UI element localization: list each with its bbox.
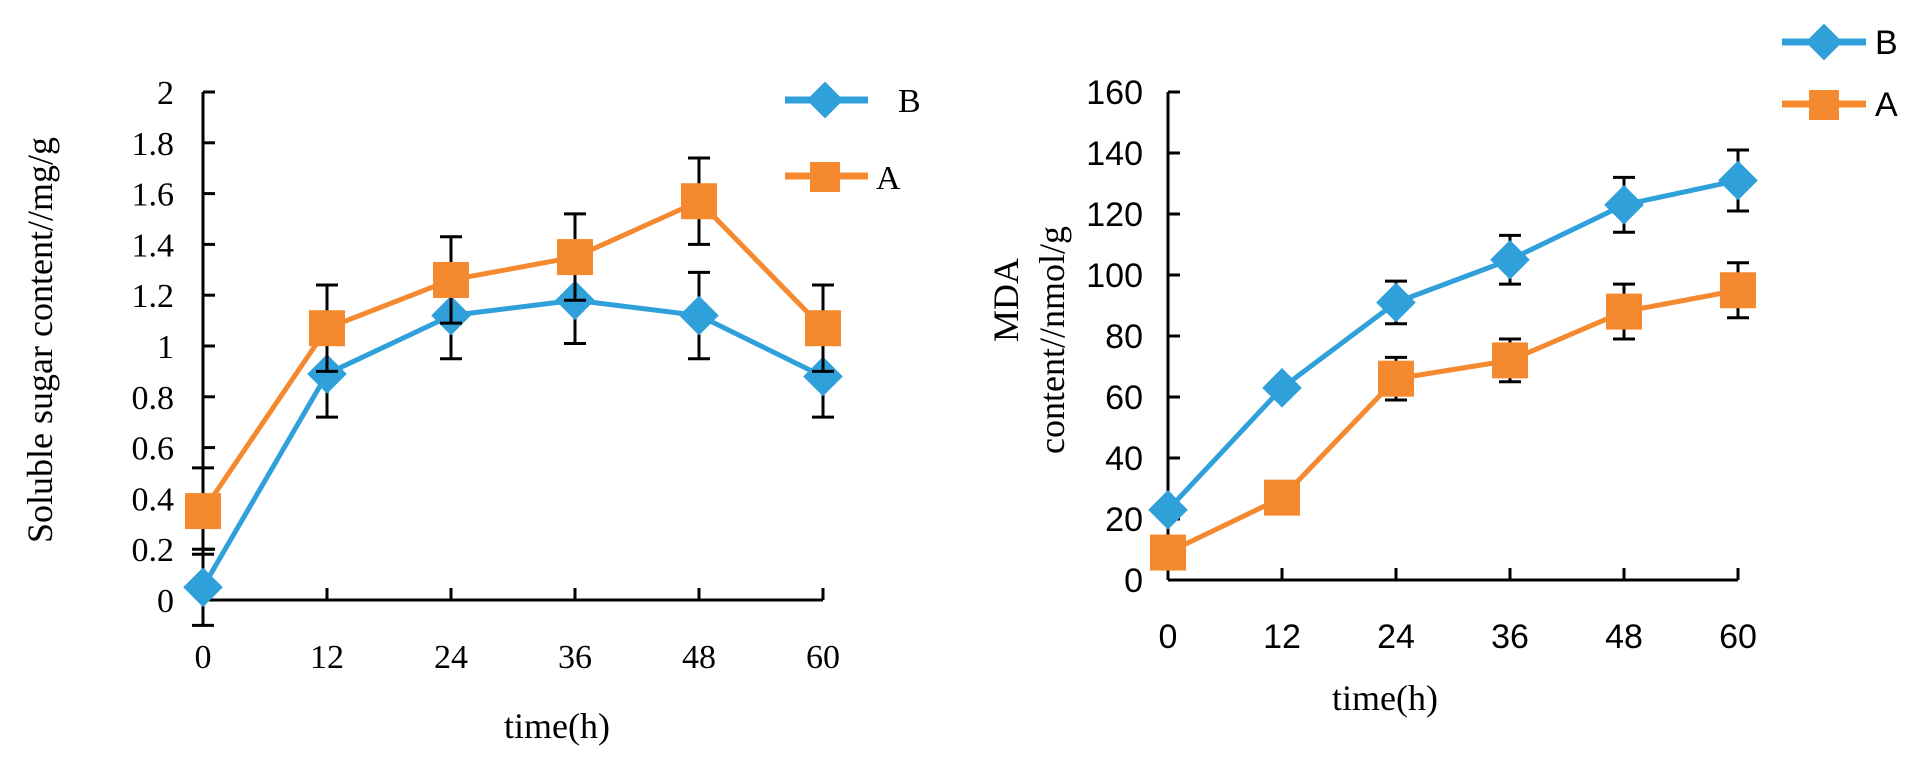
y-axis: 0 0.2 0.4 0.6 0.8 1 1.2 1.4 1.6 1.8 2 xyxy=(132,75,215,620)
legend: B A xyxy=(785,81,921,197)
data-point-b xyxy=(1604,185,1644,225)
y-tick-label: 0.4 xyxy=(132,481,175,518)
y-tick-label: 2 xyxy=(157,75,174,112)
y-tick-label: 0 xyxy=(157,583,174,620)
y-tick-label: 0.8 xyxy=(132,380,175,417)
x-tick-label: 24 xyxy=(1377,618,1415,656)
y-tick-label: 0.2 xyxy=(132,532,175,569)
series-line-b xyxy=(1166,178,1739,512)
y-axis-title-line-1: MDA xyxy=(986,258,1026,342)
x-tick-label: 60 xyxy=(806,639,840,676)
y-tick-label: 140 xyxy=(1086,135,1143,173)
x-axis: 0 12 24 36 48 60 xyxy=(1159,568,1757,656)
y-axis-title: Soluble sugar content//mg/g xyxy=(20,137,60,543)
legend-item-a: A xyxy=(785,160,901,197)
x-tick-label: 24 xyxy=(434,639,468,676)
data-point-a xyxy=(1720,272,1756,309)
y-tick-label: 1.6 xyxy=(132,177,175,214)
y-tick-label: 80 xyxy=(1105,318,1143,356)
series-a xyxy=(1150,261,1756,571)
y-tick-label: 1.8 xyxy=(132,126,175,163)
y-axis: 0 20 40 60 80 100 120 140 160 xyxy=(1086,74,1180,600)
series-a xyxy=(185,156,841,556)
data-point-b xyxy=(1376,282,1416,323)
series-line-a xyxy=(1166,287,1739,555)
data-point-a xyxy=(1150,534,1186,571)
y-tick-label: 160 xyxy=(1086,74,1143,112)
legend-item-b: B xyxy=(1782,23,1898,62)
legend-label-a: A xyxy=(1875,86,1898,124)
y-tick-label: 1 xyxy=(157,329,174,366)
x-tick-label: 12 xyxy=(1263,618,1301,656)
y-axis-title-line-2: content//nmol/g xyxy=(1032,226,1072,454)
data-point-b xyxy=(1718,160,1758,201)
legend-label-b: B xyxy=(1875,24,1898,62)
legend-marker-diamond xyxy=(1805,23,1843,61)
data-point-b xyxy=(803,356,843,397)
data-point-a xyxy=(557,239,593,276)
legend-marker-diamond xyxy=(806,81,844,119)
data-point-a xyxy=(185,493,221,530)
legend-item-b: B xyxy=(785,81,921,120)
x-tick-label: 60 xyxy=(1719,618,1757,656)
data-point-a xyxy=(1264,479,1300,516)
series-b xyxy=(1148,148,1758,530)
data-point-a xyxy=(681,183,717,220)
y-tick-label: 1.4 xyxy=(132,227,175,264)
legend-label-a: A xyxy=(876,160,901,197)
x-tick-label: 0 xyxy=(195,639,212,676)
y-tick-label: 20 xyxy=(1105,501,1143,539)
data-point-b xyxy=(307,354,347,394)
x-axis-title: time(h) xyxy=(1332,678,1438,718)
data-point-b xyxy=(183,567,223,608)
y-tick-label: 100 xyxy=(1086,257,1143,295)
y-tick-label: 1.2 xyxy=(132,278,175,315)
data-point-a xyxy=(805,310,841,347)
x-axis: 0 12 24 36 48 60 xyxy=(195,588,840,676)
data-point-a xyxy=(309,310,345,347)
data-point-a xyxy=(1378,360,1414,397)
data-point-b xyxy=(679,295,719,336)
x-axis-title: time(h) xyxy=(504,706,610,746)
legend: B A xyxy=(1782,23,1898,124)
y-tick-label: 60 xyxy=(1105,379,1143,417)
x-tick-label: 48 xyxy=(1605,618,1643,656)
x-tick-label: 48 xyxy=(682,639,716,676)
legend-marker-square xyxy=(1809,90,1839,120)
data-point-a xyxy=(433,261,469,298)
x-tick-label: 0 xyxy=(1159,618,1178,656)
y-tick-label: 40 xyxy=(1105,440,1143,478)
x-tick-label: 12 xyxy=(310,639,344,676)
legend-label-b: B xyxy=(898,83,921,120)
y-tick-label: 0 xyxy=(1124,562,1143,600)
series-b xyxy=(183,255,843,627)
mda-chart: 0 20 40 60 80 100 120 140 160 0 12 24 36 48 60 MDA co… xyxy=(986,23,1898,718)
soluble-sugar-chart: 00.20.40.60.811.21.41.61.82 0 12 24 36 48 60 … xyxy=(20,75,921,746)
legend-item-a: A xyxy=(1782,86,1898,124)
legend-marker-square xyxy=(810,162,840,192)
series-line-b xyxy=(200,297,825,589)
x-tick-label: 36 xyxy=(1491,618,1529,656)
y-tick-label: 0.6 xyxy=(132,431,175,468)
data-point-a xyxy=(1606,293,1642,330)
data-point-b xyxy=(1490,239,1530,280)
y-tick-label: 120 xyxy=(1086,196,1143,234)
series-line-a xyxy=(200,198,825,513)
data-point-a xyxy=(1492,342,1528,379)
x-tick-label: 36 xyxy=(558,639,592,676)
